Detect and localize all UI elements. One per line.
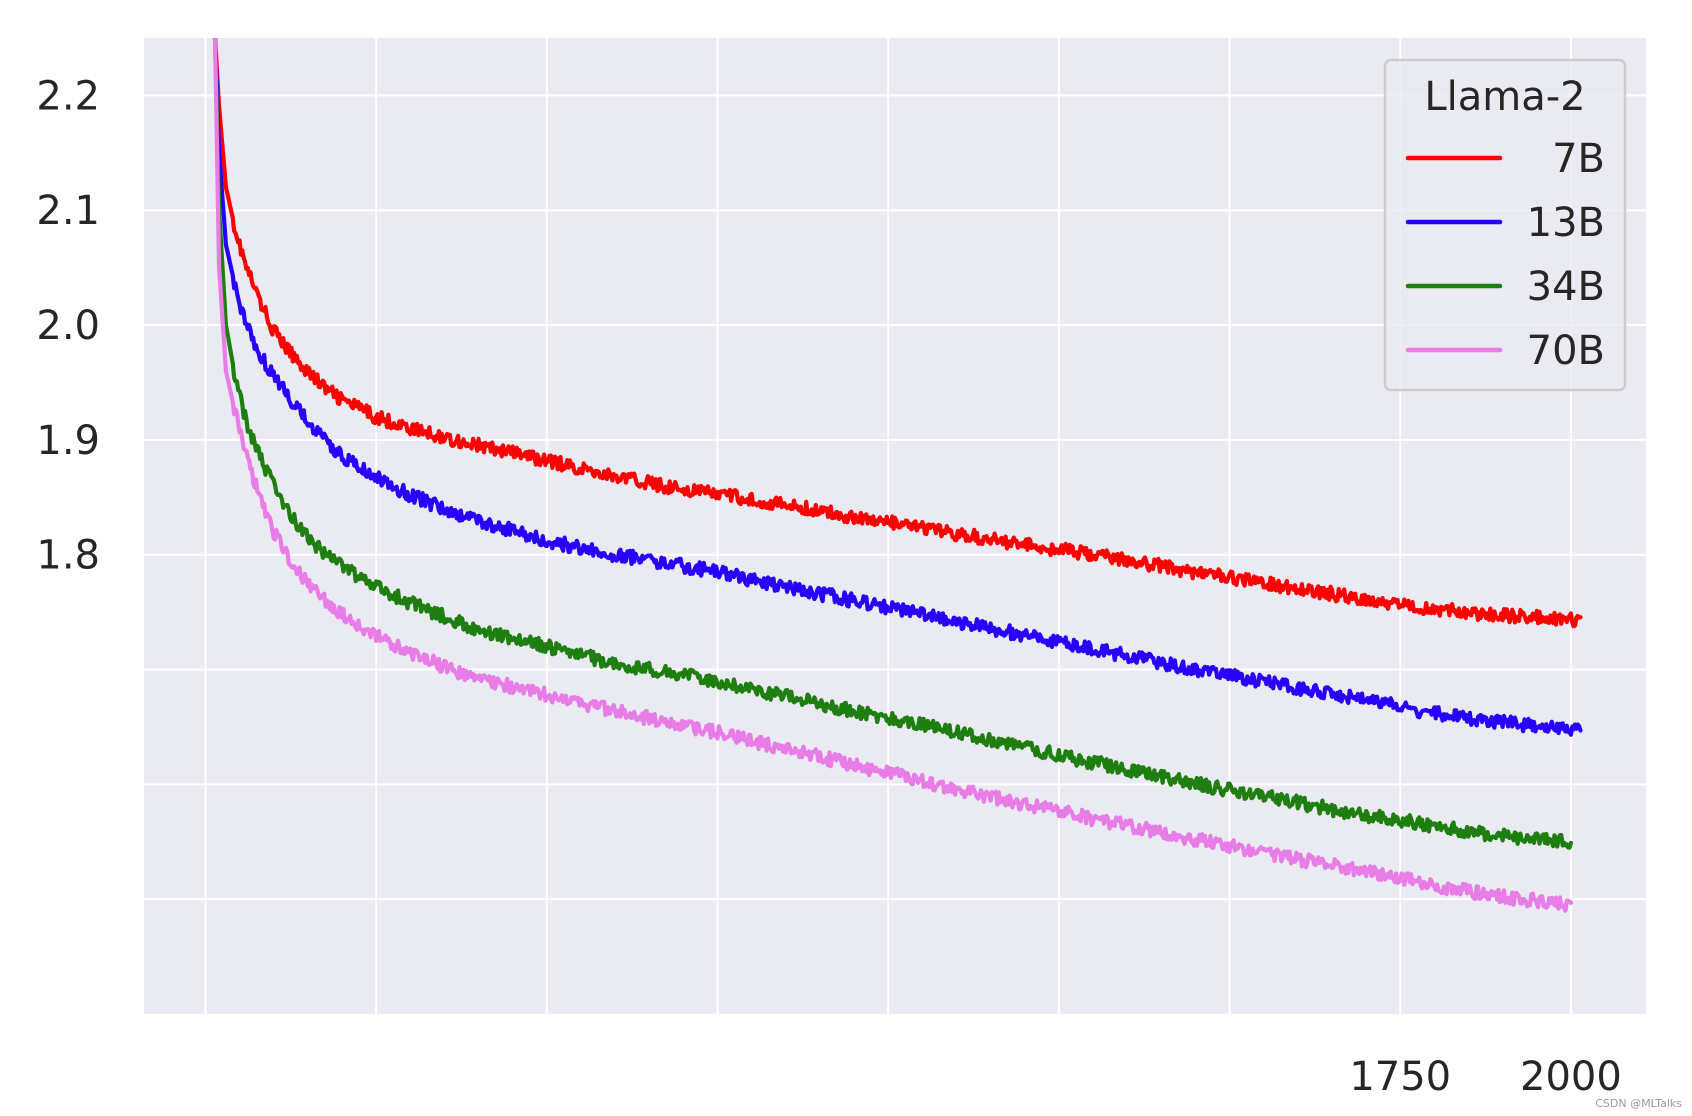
series-line-34b — [212, 38, 1573, 850]
series-line-7b — [212, 38, 1583, 629]
x-tick-label: 2000 — [1520, 1054, 1622, 1100]
legend-label-13b: 13B — [1527, 200, 1605, 246]
tick-labels: 1.8 1.9 2.0 2.1 2.2 1750 2000 — [36, 73, 1621, 1100]
watermark-text: CSDN @MLTalks — [1595, 1097, 1682, 1110]
legend-frame — [1383, 58, 1627, 392]
series-line-70b — [212, 38, 1573, 913]
legend-entries: 7B 13B 34B 70B — [1405, 136, 1605, 374]
y-tick-label: 2.1 — [36, 188, 100, 234]
legend-title: Llama-2 — [1424, 74, 1585, 120]
y-tick-label: 1.9 — [36, 418, 100, 464]
x-tick-label: 1750 — [1349, 1054, 1451, 1100]
legend-label-7b: 7B — [1552, 136, 1605, 182]
y-tick-label: 2.2 — [36, 73, 100, 119]
series-layer — [212, 38, 1583, 913]
legend-label-70b: 70B — [1527, 328, 1605, 374]
series-line-13b — [212, 38, 1583, 737]
legend: Llama-2 7B 13B 34B 70B — [1383, 58, 1627, 392]
y-tick-label: 2.0 — [36, 303, 100, 349]
y-tick-label: 1.8 — [36, 533, 100, 579]
legend-label-34b: 34B — [1527, 264, 1605, 310]
